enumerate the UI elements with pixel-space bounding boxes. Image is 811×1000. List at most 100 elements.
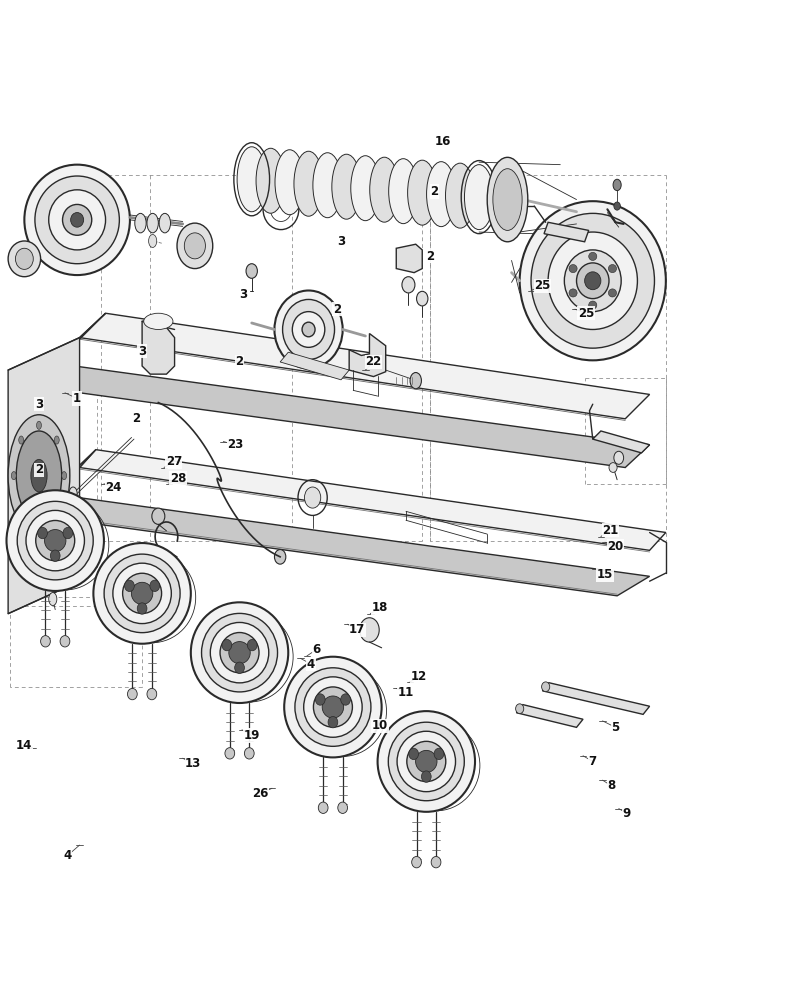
Ellipse shape (62, 472, 67, 480)
Ellipse shape (315, 694, 324, 705)
Polygon shape (543, 222, 588, 242)
Ellipse shape (147, 688, 157, 700)
Text: 17: 17 (349, 623, 365, 636)
Ellipse shape (184, 233, 205, 259)
Text: 11: 11 (397, 686, 414, 699)
Ellipse shape (24, 165, 130, 275)
Ellipse shape (147, 213, 158, 233)
Ellipse shape (45, 530, 66, 552)
Polygon shape (79, 450, 665, 550)
Polygon shape (28, 495, 649, 596)
Text: 3: 3 (337, 235, 345, 248)
Text: 16: 16 (435, 135, 451, 148)
Ellipse shape (588, 301, 596, 309)
Polygon shape (592, 431, 649, 453)
Ellipse shape (54, 507, 59, 515)
Ellipse shape (26, 510, 84, 571)
Polygon shape (32, 364, 649, 468)
Ellipse shape (530, 213, 654, 348)
Ellipse shape (225, 748, 234, 759)
Ellipse shape (410, 373, 421, 389)
Ellipse shape (69, 487, 77, 500)
Text: 2: 2 (35, 463, 43, 476)
Polygon shape (396, 244, 422, 273)
Text: 25: 25 (534, 279, 550, 292)
Ellipse shape (49, 190, 105, 250)
Ellipse shape (35, 176, 119, 264)
Text: 25: 25 (577, 307, 594, 320)
Ellipse shape (237, 147, 266, 212)
Ellipse shape (274, 550, 285, 564)
Ellipse shape (246, 264, 257, 278)
Ellipse shape (274, 291, 342, 368)
Polygon shape (32, 313, 105, 386)
Ellipse shape (576, 263, 608, 299)
Ellipse shape (292, 312, 324, 347)
Ellipse shape (104, 554, 180, 633)
Polygon shape (516, 705, 582, 727)
Ellipse shape (71, 213, 84, 227)
Polygon shape (8, 338, 79, 614)
Ellipse shape (93, 543, 191, 644)
Ellipse shape (588, 252, 596, 260)
Ellipse shape (11, 472, 16, 480)
Ellipse shape (377, 711, 474, 812)
Ellipse shape (15, 248, 33, 269)
Ellipse shape (431, 856, 440, 868)
Text: 8: 8 (607, 779, 615, 792)
Ellipse shape (421, 771, 431, 782)
Text: 9: 9 (622, 807, 630, 820)
Ellipse shape (415, 750, 436, 773)
Text: 12: 12 (410, 670, 427, 683)
Ellipse shape (416, 291, 427, 306)
Text: 14: 14 (16, 739, 32, 752)
Ellipse shape (36, 520, 75, 561)
Ellipse shape (122, 573, 161, 614)
Ellipse shape (144, 313, 173, 329)
Ellipse shape (19, 507, 24, 515)
Ellipse shape (515, 704, 523, 714)
Ellipse shape (547, 232, 637, 329)
Ellipse shape (492, 169, 521, 230)
Ellipse shape (244, 748, 254, 759)
Ellipse shape (408, 748, 418, 760)
Ellipse shape (247, 639, 257, 651)
Text: 2: 2 (333, 303, 341, 316)
Ellipse shape (124, 580, 134, 592)
Ellipse shape (313, 687, 352, 727)
Ellipse shape (36, 522, 41, 530)
Ellipse shape (16, 431, 62, 520)
Text: 15: 15 (596, 568, 612, 581)
Text: 26: 26 (251, 787, 268, 800)
Ellipse shape (282, 299, 334, 360)
Ellipse shape (564, 250, 620, 312)
Ellipse shape (445, 163, 474, 228)
Ellipse shape (150, 580, 160, 592)
Ellipse shape (36, 421, 41, 429)
Text: 6: 6 (312, 643, 320, 656)
Ellipse shape (613, 451, 623, 464)
Text: 21: 21 (602, 524, 618, 537)
Ellipse shape (541, 682, 549, 692)
Ellipse shape (350, 156, 380, 221)
Ellipse shape (152, 508, 165, 524)
Ellipse shape (131, 582, 152, 604)
Polygon shape (28, 450, 96, 515)
Text: 1: 1 (73, 392, 81, 405)
Text: 27: 27 (165, 455, 182, 468)
Ellipse shape (302, 322, 315, 337)
Ellipse shape (148, 234, 157, 247)
Ellipse shape (328, 716, 337, 728)
Ellipse shape (359, 618, 379, 642)
Ellipse shape (229, 642, 250, 664)
Text: 2: 2 (430, 185, 438, 198)
Ellipse shape (62, 204, 92, 235)
Ellipse shape (369, 157, 398, 222)
Ellipse shape (220, 633, 259, 673)
Ellipse shape (318, 802, 328, 813)
Text: 7: 7 (588, 755, 596, 768)
Ellipse shape (60, 636, 70, 647)
Text: 23: 23 (227, 438, 243, 451)
Polygon shape (280, 352, 349, 380)
Text: 5: 5 (611, 721, 619, 734)
